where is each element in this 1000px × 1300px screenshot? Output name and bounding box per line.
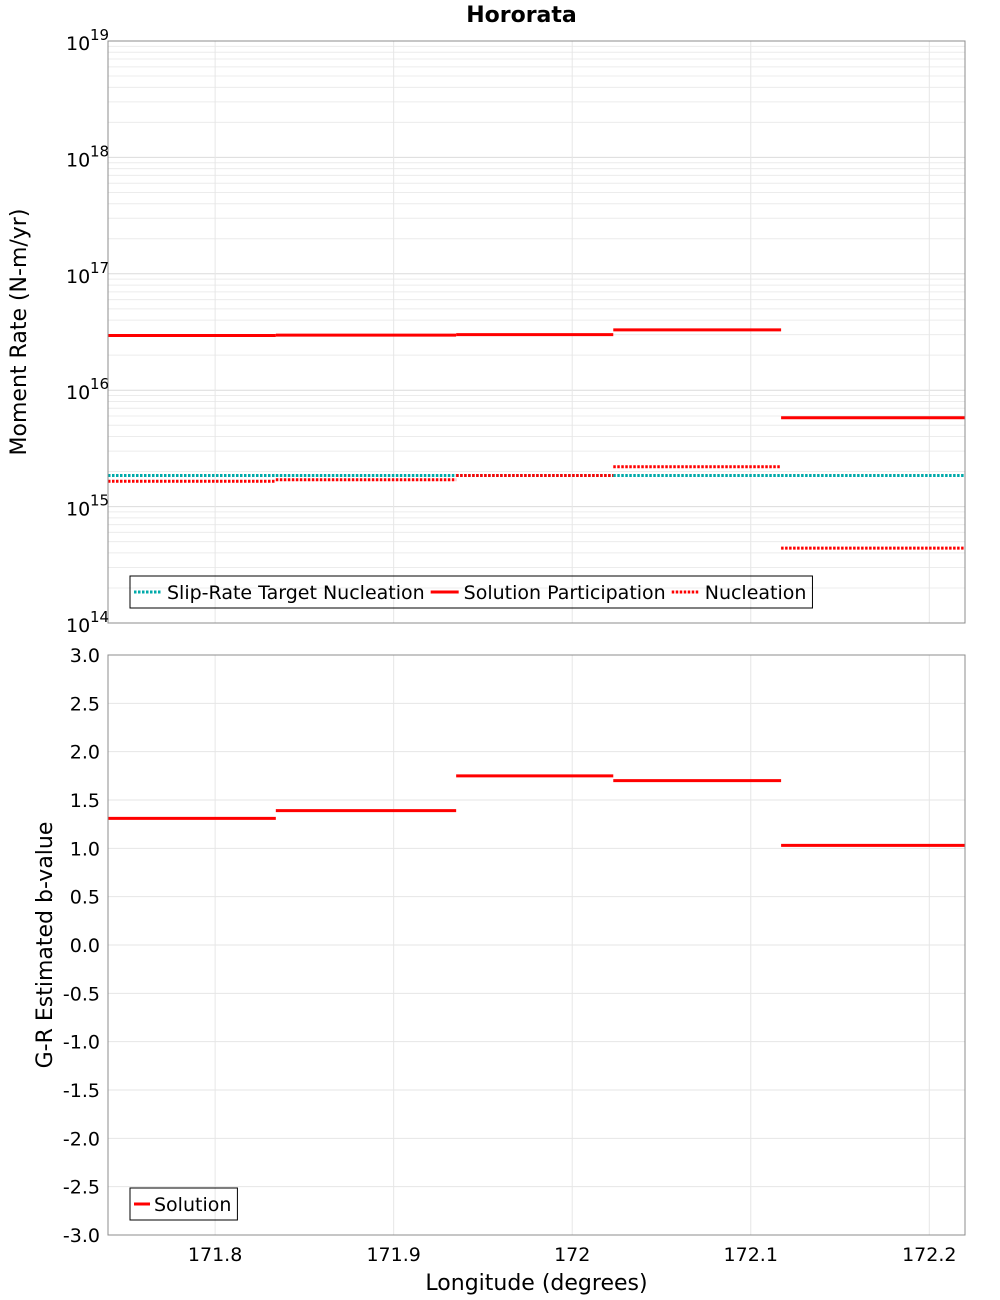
legend: Slip-Rate Target Nucleation Solution Part… bbox=[129, 575, 813, 609]
y-tick-label: 10 18 bbox=[66, 142, 109, 171]
y-tick-label: -2.0 bbox=[63, 1128, 100, 1150]
legend-item: Solution bbox=[134, 1194, 231, 1216]
y-tick-base: 10 bbox=[66, 499, 90, 521]
x-axis-label: Longitude (degrees) bbox=[425, 1271, 647, 1296]
legend-label: Nucleation bbox=[705, 582, 807, 604]
y-tick-label: -3.0 bbox=[63, 1225, 100, 1247]
y-tick-label: 10 14 bbox=[66, 608, 109, 637]
x-tick-label: 172.2 bbox=[902, 1244, 956, 1266]
y-tick-base: 10 bbox=[66, 382, 90, 404]
series-solution-participation bbox=[108, 328, 965, 420]
y-axis-label: G-R Estimated b-value bbox=[33, 822, 58, 1069]
legend-item: Solution Participation bbox=[430, 582, 666, 604]
series-nucleation bbox=[108, 465, 965, 550]
y-tick-exponent: 14 bbox=[90, 608, 109, 626]
x-tick-label: 171.8 bbox=[188, 1244, 242, 1266]
y-tick-base: 10 bbox=[66, 33, 90, 55]
y-tick-label: -1.0 bbox=[63, 1032, 100, 1054]
y-tick-exponent: 19 bbox=[90, 26, 109, 44]
legend-box bbox=[129, 1187, 238, 1221]
x-tick-label: 171.9 bbox=[366, 1244, 420, 1266]
legend-item: Nucleation bbox=[671, 582, 807, 604]
y-tick-exponent: 16 bbox=[90, 375, 109, 393]
y-axis-label: Moment Rate (N-m/yr) bbox=[7, 209, 32, 456]
legend: Solution bbox=[129, 1187, 238, 1221]
legend-box bbox=[129, 575, 813, 609]
y-tick-label: 10 19 bbox=[66, 26, 109, 55]
y-tick-exponent: 15 bbox=[90, 492, 109, 510]
y-tick-label: 1.0 bbox=[70, 838, 100, 860]
y-tick-label: 2.5 bbox=[70, 693, 100, 715]
b-value-panel: 3.0 2.5 2.0 1.5 1.0 0.5 0.0 -0.5 -1.0 -1.5 -2.0 -2.… bbox=[33, 645, 966, 1296]
legend-label: Solution Participation bbox=[464, 582, 666, 604]
legend-item: Slip-Rate Target Nucleation bbox=[134, 582, 425, 604]
y-tick-exponent: 18 bbox=[90, 142, 109, 160]
y-tick-label: 1.5 bbox=[70, 790, 100, 812]
plot-frame bbox=[107, 654, 966, 1236]
y-tick-base: 10 bbox=[66, 266, 90, 288]
y-tick-label: 3.0 bbox=[70, 645, 100, 667]
chart-title: Hororata bbox=[466, 3, 577, 28]
y-tick-base: 10 bbox=[66, 149, 90, 171]
y-tick-label: 10 15 bbox=[66, 492, 109, 521]
plot-frame bbox=[107, 40, 966, 624]
y-tick-label: 0.0 bbox=[70, 935, 100, 957]
y-tick-label: 2.0 bbox=[70, 742, 100, 764]
legend-label: Solution bbox=[154, 1194, 231, 1216]
y-tick-label: 10 17 bbox=[66, 259, 109, 288]
series-solution bbox=[108, 774, 965, 847]
legend-label: Slip-Rate Target Nucleation bbox=[167, 582, 425, 604]
y-tick-label: -1.5 bbox=[63, 1080, 100, 1102]
x-tick-label: 172 bbox=[554, 1244, 590, 1266]
plot-area bbox=[108, 41, 965, 623]
y-tick-base: 10 bbox=[66, 615, 90, 637]
y-tick-label: 10 16 bbox=[66, 375, 109, 404]
y-tick-label: -0.5 bbox=[63, 983, 100, 1005]
x-tick-label: 172.1 bbox=[724, 1244, 778, 1266]
y-tick-exponent: 17 bbox=[90, 259, 109, 277]
y-tick-label: 0.5 bbox=[70, 887, 100, 909]
y-tick-label: -2.5 bbox=[63, 1177, 100, 1199]
